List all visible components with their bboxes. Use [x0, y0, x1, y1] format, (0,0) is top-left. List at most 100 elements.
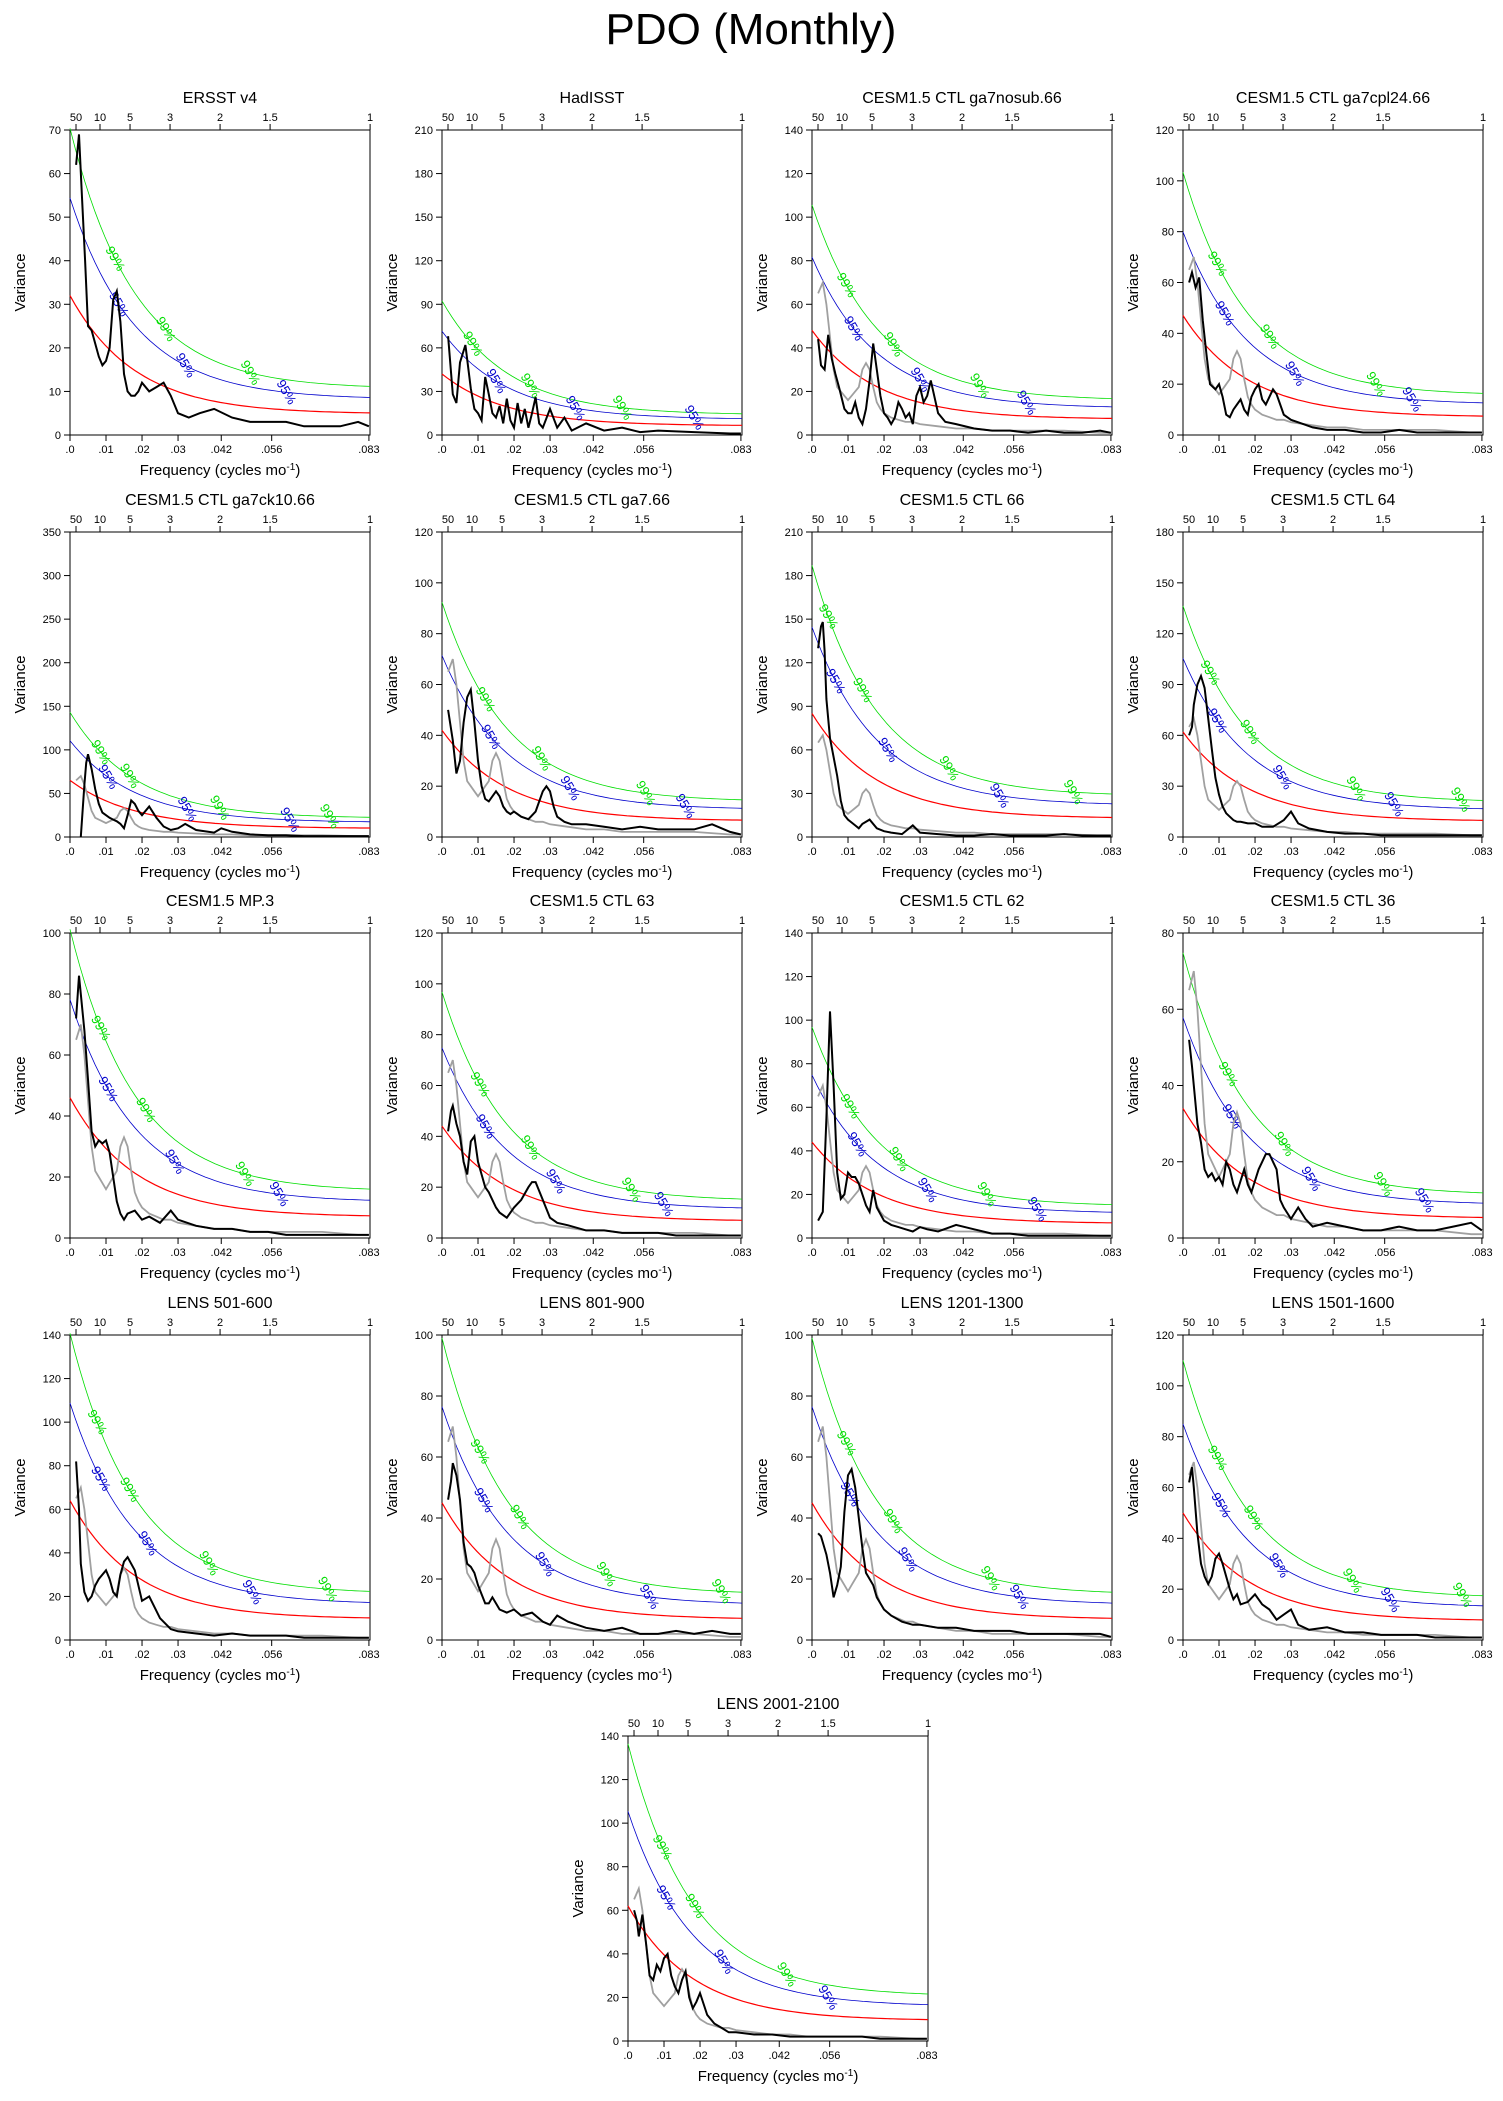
red-noise-line: [441, 1125, 743, 1221]
top-tick-label: 2: [775, 1718, 781, 1730]
ci99-line: [811, 1337, 1113, 1593]
y-tick-label: 140: [43, 1330, 61, 1342]
top-tick-label: 2: [1330, 1317, 1336, 1329]
top-tick-label: 10: [94, 1317, 106, 1329]
x-tick-label: .02: [506, 1247, 521, 1259]
x-tick-label: .042: [1324, 444, 1345, 456]
x-tick-label: .03: [1283, 444, 1298, 456]
y-axis-label: Variance: [754, 1458, 771, 1516]
x-axis-label: Frequency (cycles mo-1): [512, 1265, 673, 1283]
y-tick-label: 60: [421, 343, 433, 355]
ci95-label: 95%: [1025, 1194, 1051, 1224]
top-tick-label: 1: [367, 915, 373, 927]
chart-panel: LENS 1201-1300 0 20 40 60 80 100 Variance .0 .01.…: [754, 1295, 1122, 1684]
y-tick-label: 0: [1168, 1233, 1174, 1245]
x-tick-label: .083: [730, 1649, 751, 1661]
ci95-label: 95%: [1208, 1490, 1234, 1520]
top-tick-label: 2: [1330, 112, 1336, 124]
y-tick-label: 30: [1162, 781, 1174, 793]
top-tick-label: 3: [539, 112, 545, 124]
x-tick-label: .083: [730, 1247, 751, 1259]
x-tick-label: .01: [1211, 1649, 1226, 1661]
x-axis-label: Frequency (cycles mo-1): [1253, 864, 1414, 882]
top-tick-label: 50: [70, 514, 82, 526]
x-tick-label: .083: [730, 846, 751, 858]
y-tick-label: 20: [421, 781, 433, 793]
ci95-label: 95%: [895, 1544, 921, 1574]
top-tick-label: 1: [1109, 112, 1115, 124]
ci99-label: 99%: [880, 329, 906, 359]
y-axis-label: Variance: [1125, 1458, 1142, 1516]
x-tick-label: .01: [470, 444, 485, 456]
red-noise-line: [69, 779, 370, 829]
y-tick-label: 100: [1156, 176, 1174, 188]
x-tick-label: .01: [656, 2050, 671, 2062]
y-tick-label: 90: [421, 299, 433, 311]
ci99-line: [811, 1026, 1113, 1205]
y-tick-label: 50: [49, 788, 61, 800]
x-tick-label: .042: [953, 1649, 974, 1661]
ci95-label: 95%: [637, 1582, 663, 1612]
x-tick-label: .042: [1324, 1247, 1345, 1259]
panel-title: CESM1.5 MP.3: [166, 893, 274, 910]
top-tick-label: 1.5: [262, 514, 277, 526]
x-tick-label: .0: [65, 846, 74, 858]
red-noise-line: [441, 729, 743, 821]
reference-spectrum-line: [75, 774, 369, 838]
y-axis-label: Variance: [384, 1056, 401, 1114]
y-tick-label: 80: [421, 629, 433, 641]
top-tick-label: 50: [812, 112, 824, 124]
panel-title: CESM1.5 CTL ga7.66: [514, 492, 670, 509]
top-tick-label: 5: [499, 915, 505, 927]
y-tick-label: 100: [1156, 1381, 1174, 1393]
plot-frame: [1182, 1334, 1484, 1641]
top-tick-label: 3: [1280, 1317, 1286, 1329]
plot-frame: [1182, 129, 1484, 436]
reference-spectrum-line: [447, 1059, 741, 1237]
top-tick-label: 1.5: [1375, 514, 1390, 526]
y-tick-label: 80: [421, 1391, 433, 1403]
ci99-label: 99%: [593, 1559, 619, 1589]
y-tick-label: 60: [791, 745, 803, 757]
ci95-line: [811, 1406, 1113, 1604]
y-tick-label: 60: [1162, 1004, 1174, 1016]
top-tick-label: 3: [1280, 915, 1286, 927]
top-tick-label: 1: [367, 1317, 373, 1329]
x-tick-label: .03: [542, 1649, 557, 1661]
top-tick-label: 1.5: [634, 1317, 649, 1329]
chart-panel: HadISST0306090120150180210Variance.0.01.…: [384, 90, 752, 479]
ci95-label: 95%: [653, 1882, 679, 1912]
ci95-label: 95%: [1381, 789, 1407, 819]
chart-panel: LENS 2001-2100 0 20 40 60 80 100 120 140 Variance…: [570, 1696, 938, 2085]
y-tick-label: 40: [421, 1513, 433, 1525]
ci99-label: 99%: [1205, 1443, 1231, 1473]
y-tick-label: 40: [49, 256, 61, 268]
ci95-line: [1182, 1017, 1484, 1204]
panel-title: CESM1.5 CTL 66: [900, 492, 1025, 509]
ci99-line: [69, 929, 371, 1190]
top-tick-label: 1.5: [1004, 514, 1019, 526]
chart-panel: ERSST v4 0 10 20 30 40 50 60 70 Variance .0 .01 .02.…: [12, 90, 380, 479]
spectrum-line: [447, 1102, 741, 1237]
y-tick-label: 40: [1162, 1081, 1174, 1093]
top-tick-label: 1.5: [1004, 1317, 1019, 1329]
x-axis-label: Frequency (cycles mo-1): [512, 1667, 673, 1685]
top-tick-label: 2: [217, 1317, 223, 1329]
panel-title: CESM1.5 CTL ga7ck10.66: [125, 492, 315, 509]
y-tick-label: 80: [607, 1862, 619, 1874]
chart-panel: CESM1.5 CTL 36 0 20 40 60 80 Variance .0 .01 .02.…: [1125, 893, 1493, 1282]
x-tick-label: .056: [261, 444, 282, 456]
ci99-label: 99%: [473, 684, 499, 714]
y-tick-label: 120: [415, 256, 433, 268]
x-tick-label: .01: [470, 846, 485, 858]
y-tick-label: 80: [49, 989, 61, 1001]
x-tick-label: .03: [1283, 1649, 1298, 1661]
x-tick-label: .083: [1471, 846, 1492, 858]
y-tick-label: 20: [49, 343, 61, 355]
ci99-line: [69, 128, 371, 387]
chart-panel: CESM1.5 CTL 660306090120150180210Varianc…: [754, 492, 1122, 881]
ci95-label: 95%: [95, 1074, 121, 1104]
x-tick-label: .0: [807, 444, 816, 456]
y-tick-label: 80: [421, 1030, 433, 1042]
top-tick-label: 1.5: [262, 112, 277, 124]
